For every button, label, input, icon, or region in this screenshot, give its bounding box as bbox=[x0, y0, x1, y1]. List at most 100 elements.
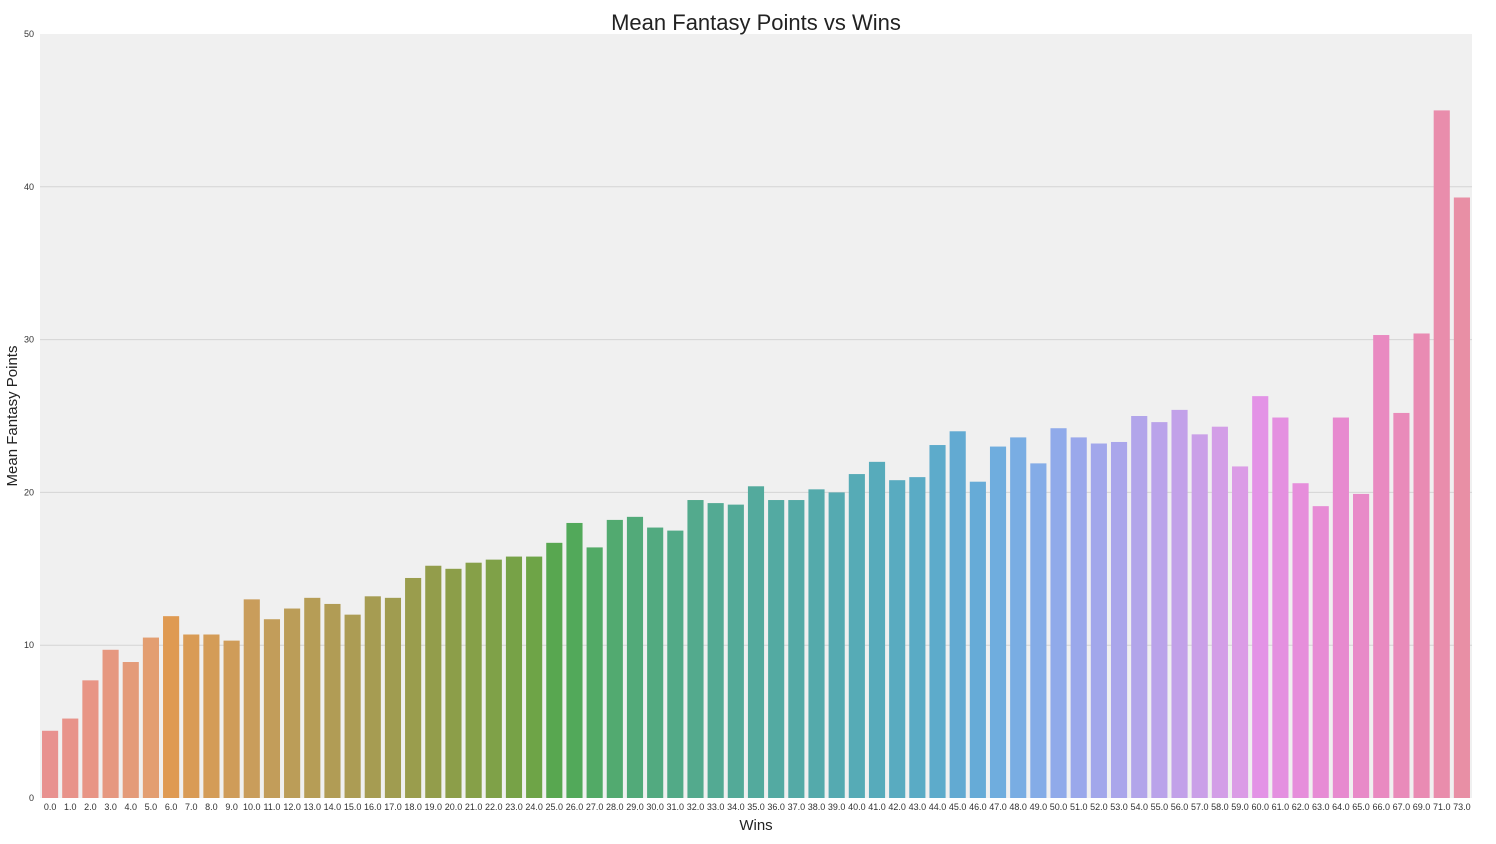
x-tick-label: 59.0 bbox=[1231, 802, 1249, 812]
bar bbox=[1433, 110, 1450, 798]
x-tick-label: 58.0 bbox=[1211, 802, 1229, 812]
bar bbox=[223, 640, 240, 798]
x-tick-label: 13.0 bbox=[304, 802, 322, 812]
x-tick-label: 42.0 bbox=[888, 802, 906, 812]
x-tick-label: 55.0 bbox=[1151, 802, 1169, 812]
bar bbox=[707, 503, 724, 798]
x-tick-label: 0.0 bbox=[44, 802, 57, 812]
bar bbox=[42, 730, 59, 798]
x-tick-label: 12.0 bbox=[283, 802, 301, 812]
x-tick-label: 25.0 bbox=[546, 802, 564, 812]
y-tick-label: 20 bbox=[24, 487, 34, 497]
bar bbox=[889, 480, 906, 798]
x-tick-label: 15.0 bbox=[344, 802, 362, 812]
x-tick-label: 44.0 bbox=[929, 802, 947, 812]
bar bbox=[505, 556, 523, 798]
x-tick-label: 33.0 bbox=[707, 802, 725, 812]
bar bbox=[142, 637, 159, 798]
x-tick-label: 24.0 bbox=[525, 802, 543, 812]
x-tick-label: 34.0 bbox=[727, 802, 745, 812]
x-tick-label: 57.0 bbox=[1191, 802, 1209, 812]
bar bbox=[727, 504, 744, 798]
x-tick-label: 19.0 bbox=[425, 802, 443, 812]
x-tick-label: 35.0 bbox=[747, 802, 765, 812]
bar bbox=[62, 718, 79, 798]
y-tick-labels: 0 10 20 30 40 50 bbox=[24, 29, 34, 803]
x-tick-label: 60.0 bbox=[1251, 802, 1269, 812]
x-tick-label: 16.0 bbox=[364, 802, 382, 812]
bar bbox=[1151, 422, 1168, 798]
bar bbox=[384, 597, 402, 798]
y-tick-label: 10 bbox=[24, 640, 34, 650]
x-tick-label: 17.0 bbox=[384, 802, 402, 812]
y-tick-label: 50 bbox=[24, 29, 34, 39]
x-tick-label: 8.0 bbox=[205, 802, 218, 812]
bar bbox=[1231, 466, 1249, 798]
x-tick-label: 56.0 bbox=[1171, 802, 1189, 812]
y-tick-label: 40 bbox=[24, 182, 34, 192]
bar bbox=[364, 596, 381, 798]
x-tick-label: 7.0 bbox=[185, 802, 198, 812]
x-tick-label: 37.0 bbox=[788, 802, 806, 812]
bar bbox=[929, 445, 946, 798]
x-tick-label: 6.0 bbox=[165, 802, 178, 812]
bar bbox=[243, 599, 260, 798]
y-tick-label: 30 bbox=[24, 335, 34, 345]
bar bbox=[1413, 333, 1430, 798]
bar bbox=[203, 634, 220, 798]
bar bbox=[1373, 335, 1390, 798]
x-tick-label: 48.0 bbox=[1009, 802, 1027, 812]
bar bbox=[1393, 412, 1410, 798]
bar bbox=[1332, 417, 1349, 798]
bar bbox=[969, 481, 986, 798]
x-tick-label: 28.0 bbox=[606, 802, 624, 812]
x-tick-label: 18.0 bbox=[404, 802, 422, 812]
bar bbox=[808, 489, 825, 798]
x-tick-labels: 0.0 1.0 2.0 3.0 4.0 5.0 6.0 7.0 8.0 9.0 10.0 11.0 12… bbox=[44, 802, 1471, 812]
bar bbox=[102, 649, 119, 798]
x-tick-label: 30.0 bbox=[646, 802, 664, 812]
bar bbox=[1070, 437, 1087, 798]
bar bbox=[122, 662, 139, 798]
bar bbox=[465, 562, 482, 798]
x-tick-label: 47.0 bbox=[989, 802, 1007, 812]
bar bbox=[949, 431, 966, 798]
x-tick-label: 54.0 bbox=[1130, 802, 1148, 812]
x-tick-label: 71.0 bbox=[1433, 802, 1451, 812]
x-tick-label: 53.0 bbox=[1110, 802, 1128, 812]
bar bbox=[848, 474, 865, 798]
bar bbox=[344, 614, 361, 798]
bar bbox=[1272, 417, 1289, 798]
x-tick-label: 50.0 bbox=[1050, 802, 1068, 812]
bar bbox=[1010, 437, 1027, 798]
bar bbox=[828, 492, 845, 798]
bar bbox=[1171, 409, 1188, 798]
x-tick-label: 3.0 bbox=[104, 802, 117, 812]
x-tick-label: 46.0 bbox=[969, 802, 987, 812]
bar bbox=[1353, 493, 1370, 798]
bar bbox=[1292, 483, 1309, 798]
x-tick-label: 43.0 bbox=[909, 802, 927, 812]
x-tick-label: 5.0 bbox=[145, 802, 158, 812]
bar bbox=[788, 500, 805, 798]
bar bbox=[263, 619, 281, 798]
x-tick-label: 14.0 bbox=[324, 802, 342, 812]
bar bbox=[768, 500, 785, 798]
bar bbox=[284, 608, 301, 798]
x-tick-label: 21.0 bbox=[465, 802, 483, 812]
bar bbox=[304, 597, 321, 798]
bar bbox=[1030, 463, 1047, 798]
bar bbox=[1211, 426, 1228, 798]
x-tick-label: 23.0 bbox=[505, 802, 523, 812]
bar bbox=[687, 500, 704, 798]
bar bbox=[1090, 443, 1107, 798]
x-tick-label: 61.0 bbox=[1272, 802, 1290, 812]
bar bbox=[1131, 416, 1148, 798]
x-tick-label: 51.0 bbox=[1070, 802, 1088, 812]
bar bbox=[606, 519, 623, 798]
bar bbox=[324, 603, 341, 798]
bar bbox=[425, 565, 442, 798]
bars bbox=[42, 110, 1470, 799]
bar bbox=[1312, 506, 1329, 798]
